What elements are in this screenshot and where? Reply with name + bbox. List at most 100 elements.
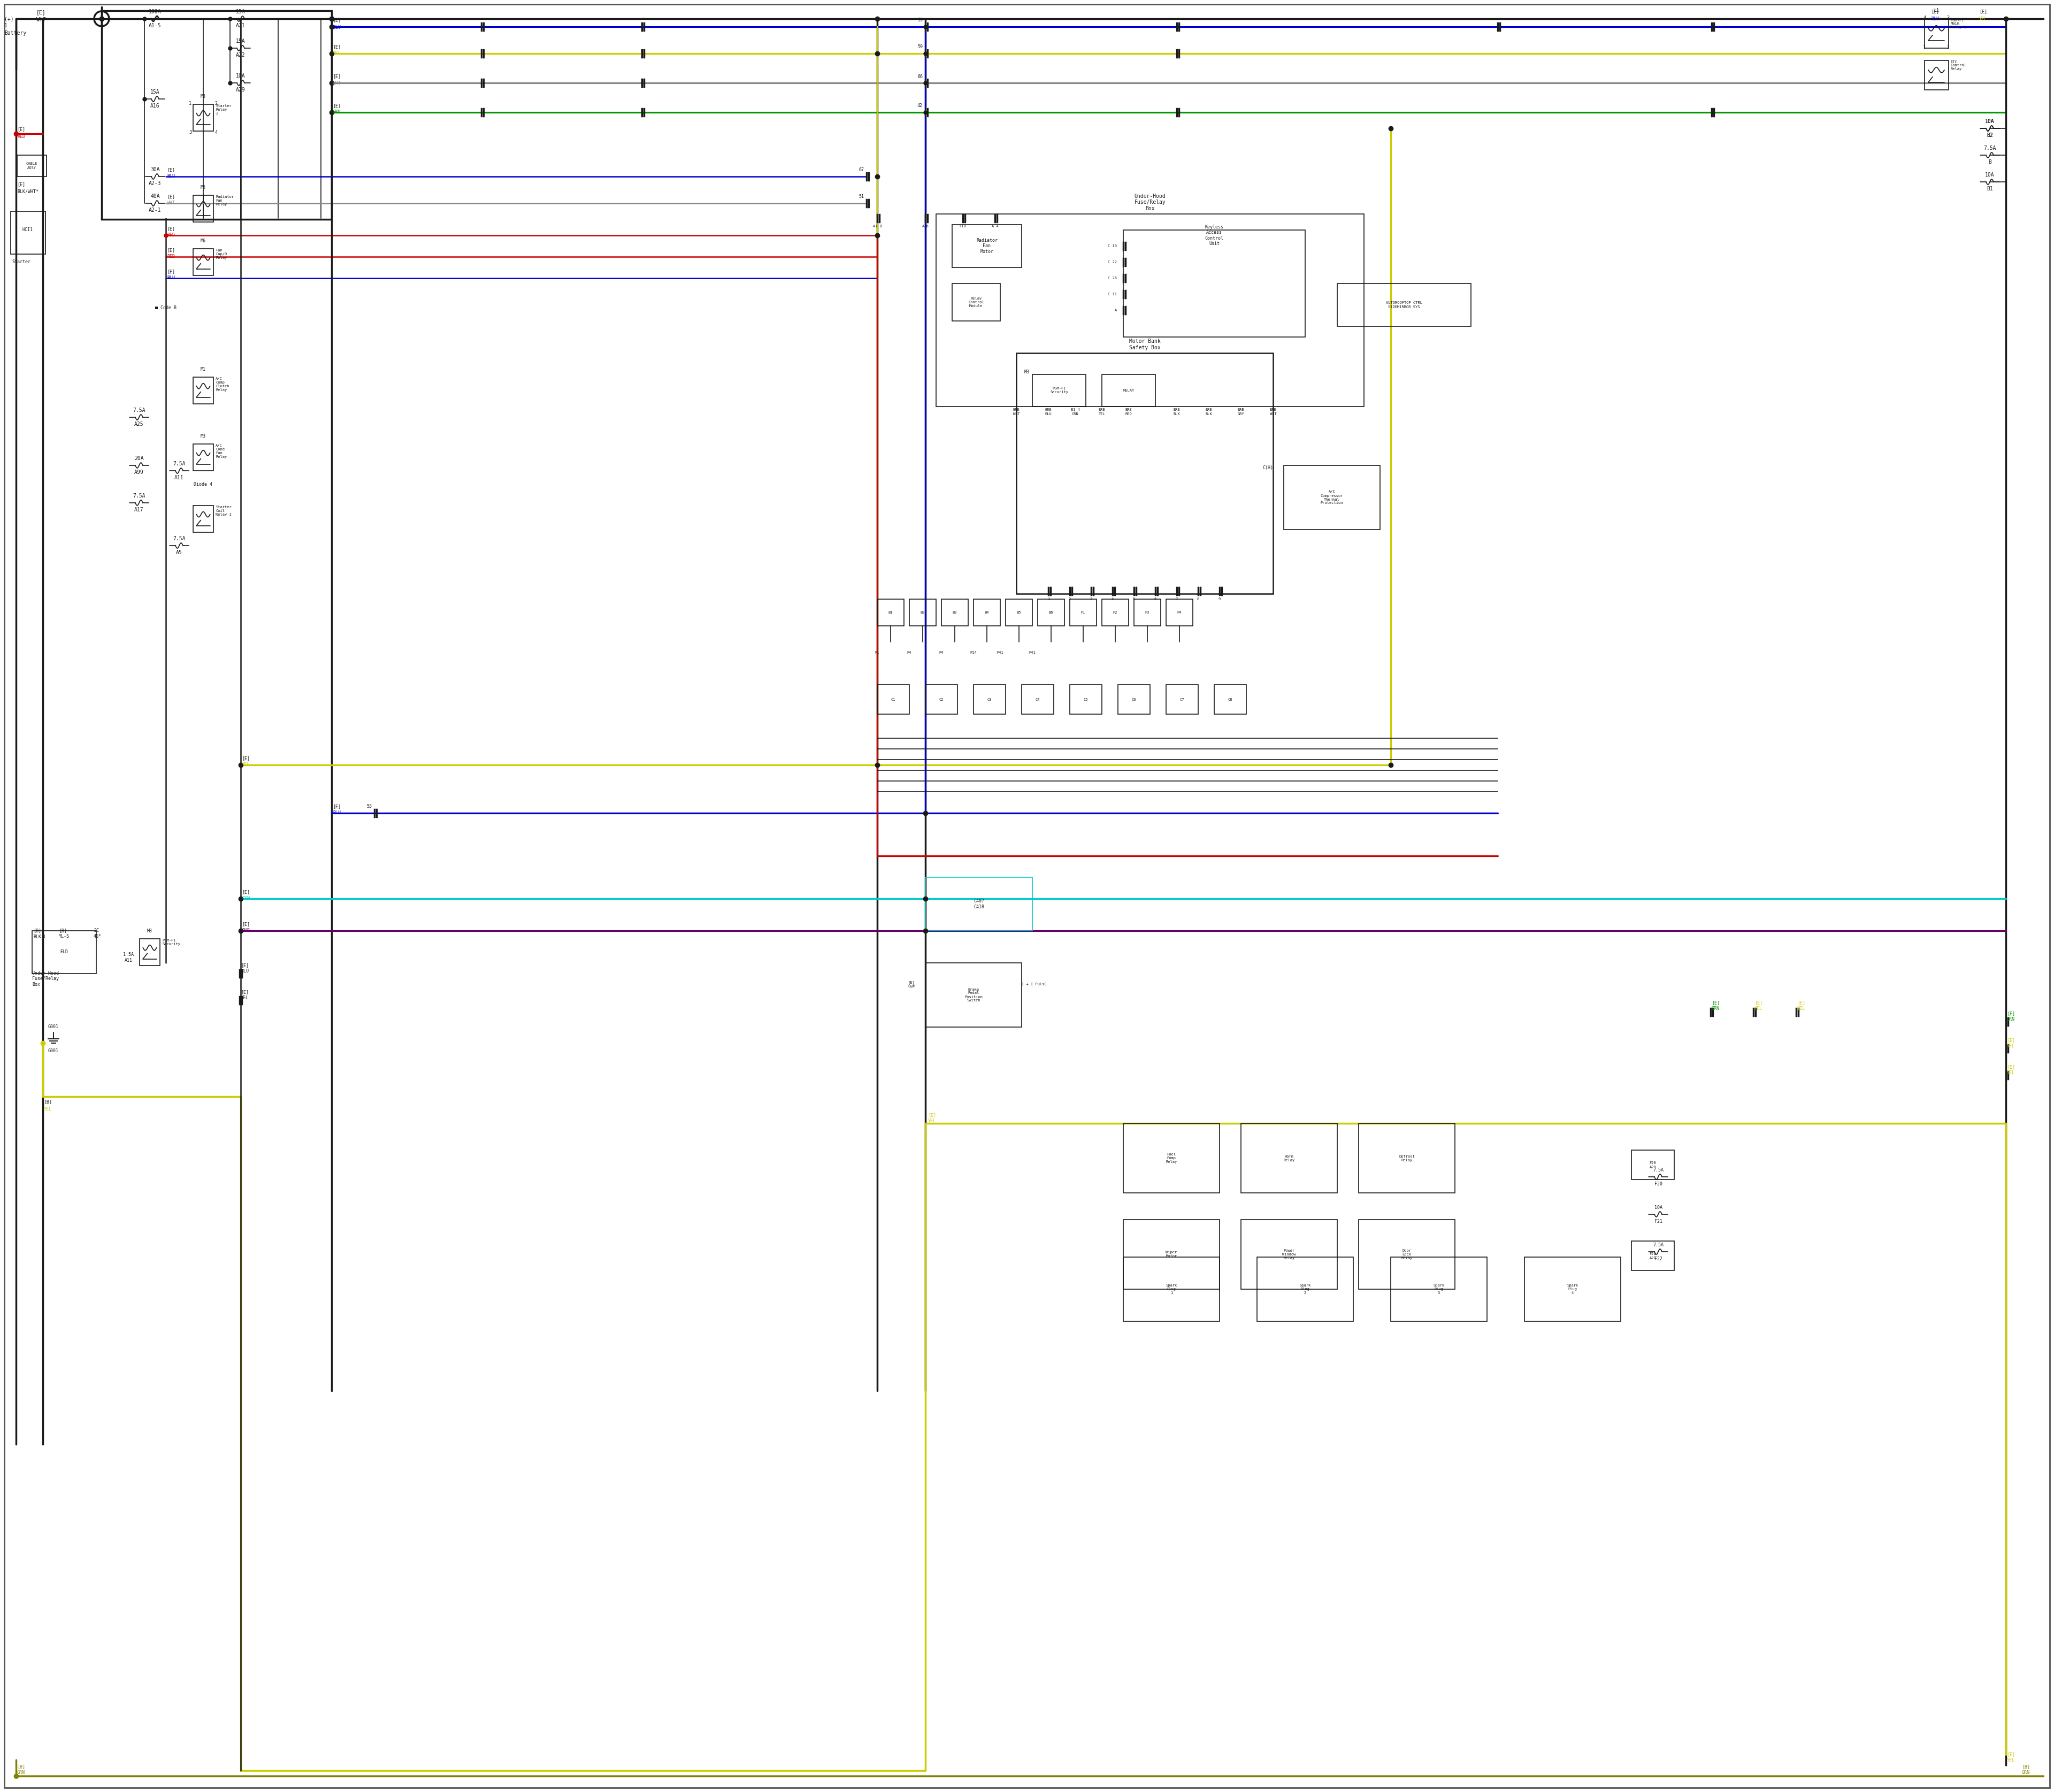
Text: BLU: BLU bbox=[1931, 16, 1939, 22]
Text: 1: 1 bbox=[1048, 597, 1050, 600]
Text: BLU: BLU bbox=[333, 810, 341, 815]
Text: C4: C4 bbox=[1035, 699, 1039, 701]
Text: [E]
YEL: [E] YEL bbox=[1754, 1000, 1762, 1011]
Bar bbox=[16, 156, 47, 177]
Bar bbox=[877, 685, 910, 715]
Text: Spark
Plug
3: Spark Plug 3 bbox=[1434, 1283, 1444, 1294]
Text: 6: 6 bbox=[1154, 597, 1156, 600]
Text: F20: F20 bbox=[1653, 1181, 1662, 1186]
Text: 2: 2 bbox=[1947, 47, 1949, 50]
Text: B2: B2 bbox=[920, 611, 924, 615]
Text: 53: 53 bbox=[366, 805, 372, 808]
Text: Under-Hood
Fuse/Relay
Box: Under-Hood Fuse/Relay Box bbox=[1134, 194, 1167, 211]
Bar bbox=[1358, 1124, 1454, 1193]
Text: L1: L1 bbox=[1933, 9, 1939, 13]
Text: [E]: [E] bbox=[16, 183, 25, 186]
Bar bbox=[1337, 283, 1471, 326]
Bar bbox=[10, 211, 45, 254]
Text: 1: 1 bbox=[4, 23, 8, 29]
Text: M3: M3 bbox=[201, 434, 205, 439]
Text: 10A: 10A bbox=[1653, 1204, 1662, 1210]
Text: [E]: [E] bbox=[166, 269, 175, 274]
Text: BRE
WHT: BRE WHT bbox=[1269, 409, 1276, 416]
Text: AUTOROOFTOP CTRL
SIDEMIRROR SYS: AUTOROOFTOP CTRL SIDEMIRROR SYS bbox=[1386, 301, 1421, 308]
Text: Fuel
Pump
Relay: Fuel Pump Relay bbox=[1167, 1152, 1177, 1163]
Bar bbox=[953, 224, 1021, 267]
Text: [E]: [E] bbox=[166, 195, 175, 199]
Text: 2C
4G*: 2C 4G* bbox=[94, 928, 101, 939]
Text: 15A: 15A bbox=[150, 90, 160, 95]
Text: BLU: BLU bbox=[166, 276, 175, 281]
Text: 7: 7 bbox=[1175, 597, 1177, 600]
Text: C3: C3 bbox=[988, 699, 992, 701]
Bar bbox=[926, 962, 1021, 1027]
Text: Diode 4: Diode 4 bbox=[193, 482, 214, 486]
Text: M3: M3 bbox=[148, 928, 152, 934]
Text: Fan
Cap/O
Relay: Fan Cap/O Relay bbox=[216, 249, 226, 260]
Text: BRE
TEL: BRE TEL bbox=[1099, 409, 1105, 416]
Bar bbox=[1124, 229, 1304, 337]
Bar bbox=[1070, 685, 1101, 715]
Bar bbox=[193, 249, 214, 276]
Text: 10A: 10A bbox=[1984, 118, 1994, 124]
Text: PGM-FI
Security: PGM-FI Security bbox=[162, 939, 181, 946]
Text: Starter: Starter bbox=[12, 260, 31, 265]
Text: ETC
Control
Relay: ETC Control Relay bbox=[1951, 61, 1966, 72]
Text: [E]: [E] bbox=[333, 73, 341, 79]
Text: B: B bbox=[1988, 159, 1992, 165]
Text: 10A: 10A bbox=[236, 73, 244, 79]
Text: [E]
CGW: [E] CGW bbox=[908, 980, 914, 987]
Text: [E]: [E] bbox=[333, 104, 341, 108]
Text: I + I PulsE: I + I PulsE bbox=[1021, 982, 1048, 986]
Text: RED: RED bbox=[166, 254, 175, 260]
Text: WHT: WHT bbox=[37, 18, 45, 23]
Text: B6: B6 bbox=[1050, 611, 1054, 615]
Text: Relay
Control
Module: Relay Control Module bbox=[967, 297, 984, 308]
Text: Spark
Plug
1: Spark Plug 1 bbox=[1167, 1283, 1177, 1294]
Text: YEL: YEL bbox=[333, 52, 341, 56]
Bar bbox=[1631, 1150, 1674, 1179]
Text: HCI1: HCI1 bbox=[23, 228, 33, 233]
Text: [B]
GRN: [B] GRN bbox=[16, 1765, 25, 1774]
Text: 9: 9 bbox=[1218, 597, 1220, 600]
Text: 2: 2 bbox=[1068, 597, 1070, 600]
Text: 59: 59 bbox=[918, 45, 922, 50]
Text: G001: G001 bbox=[47, 1048, 60, 1054]
Text: P41: P41 bbox=[1029, 650, 1035, 654]
Bar bbox=[877, 599, 904, 625]
Text: 7.5A: 7.5A bbox=[1984, 145, 1996, 151]
Bar bbox=[1033, 375, 1087, 407]
Text: PGM-FI
Main
Relay 1: PGM-FI Main Relay 1 bbox=[1951, 18, 1966, 29]
Text: RED: RED bbox=[166, 233, 175, 238]
Text: C 10: C 10 bbox=[1107, 244, 1117, 247]
Text: 7.5A: 7.5A bbox=[134, 493, 146, 498]
Text: P1: P1 bbox=[875, 650, 879, 654]
Text: 59: 59 bbox=[918, 18, 922, 23]
Text: Radiator
Fan
Relay: Radiator Fan Relay bbox=[216, 195, 234, 206]
Text: BRE
WHT: BRE WHT bbox=[1013, 409, 1019, 416]
Text: [E]
YEL: [E] YEL bbox=[1797, 1000, 1805, 1011]
Text: A/C
Comp
Clutch
Relay: A/C Comp Clutch Relay bbox=[216, 376, 230, 392]
Text: [E]: [E] bbox=[242, 921, 251, 926]
Text: F22: F22 bbox=[1653, 1256, 1662, 1262]
Text: M8: M8 bbox=[201, 95, 205, 99]
Text: C1: C1 bbox=[891, 699, 896, 701]
Text: A16: A16 bbox=[150, 104, 160, 109]
Text: C 22: C 22 bbox=[1107, 260, 1117, 263]
Text: 10A: 10A bbox=[1984, 172, 1994, 177]
Bar bbox=[1037, 599, 1064, 625]
Text: 7.5A: 7.5A bbox=[1653, 1167, 1664, 1172]
Text: [B]: [B] bbox=[43, 1100, 51, 1104]
Bar bbox=[1124, 1256, 1220, 1321]
Text: C6: C6 bbox=[1132, 699, 1136, 701]
Text: BRE
BLU: BRE BLU bbox=[1045, 409, 1052, 416]
Text: F10: F10 bbox=[959, 224, 965, 228]
Text: 100A: 100A bbox=[148, 9, 162, 14]
Text: 51: 51 bbox=[859, 195, 865, 199]
Bar bbox=[1101, 375, 1154, 407]
Text: BRE
BLK: BRE BLK bbox=[1206, 409, 1212, 416]
Bar bbox=[193, 195, 214, 222]
Bar bbox=[1021, 685, 1054, 715]
Text: [E]: [E] bbox=[1931, 9, 1939, 14]
Text: 8: 8 bbox=[1197, 597, 1200, 600]
